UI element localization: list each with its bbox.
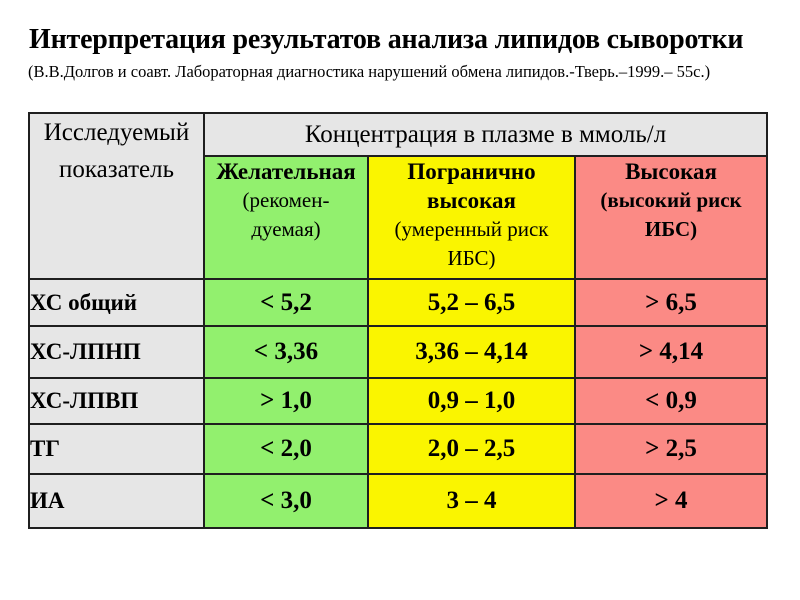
column-header-high-title: Высокая — [625, 159, 717, 184]
row-label: ХС общий — [28, 278, 205, 327]
corner-header-cell: Исследуемый показатель — [28, 112, 205, 280]
value-borderline: 0,9 – 1,0 — [367, 377, 576, 425]
column-header-borderline: Погранично высокая (умеренный риск ИБС) — [367, 155, 576, 280]
column-header-desirable-note-line1: (рекомен- — [242, 188, 330, 212]
column-header-desirable: Желательная (рекомен- дуемая) — [203, 155, 369, 280]
table-row-hdl: ХС-ЛПВП > 1,0 0,9 – 1,0 < 0,9 — [28, 377, 769, 425]
value-high: < 0,9 — [573, 377, 769, 425]
column-header-borderline-note-line2: ИБС) — [447, 246, 496, 270]
column-header-borderline-title-line1: Погранично — [407, 159, 536, 184]
corner-header-line1: Исследуемый — [43, 119, 190, 146]
value-borderline: 3,36 – 4,14 — [367, 325, 576, 379]
value-desirable: < 2,0 — [203, 423, 369, 475]
row-label: ТГ — [28, 423, 205, 475]
value-borderline: 5,2 – 6,5 — [367, 278, 576, 327]
value-desirable: > 1,0 — [203, 377, 369, 425]
table-row-total-cholesterol: ХС общий < 5,2 5,2 – 6,5 > 6,5 — [28, 278, 769, 327]
value-high: > 6,5 — [573, 278, 769, 327]
column-header-borderline-note-line1: (умеренный риск — [394, 217, 549, 241]
value-desirable: < 3,36 — [203, 325, 369, 379]
column-header-row: Желательная (рекомен- дуемая) Погранично… — [29, 155, 769, 280]
slide-subtitle: (В.В.Долгов и соавт. Лабораторная диагно… — [28, 62, 711, 81]
value-borderline: 2,0 – 2,5 — [367, 423, 576, 475]
column-header-desirable-note-line2: дуемая) — [251, 217, 321, 241]
row-label: ХС-ЛПВП — [28, 377, 205, 425]
value-high: > 2,5 — [573, 423, 769, 475]
table-row-ldl: ХС-ЛПНП < 3,36 3,36 – 4,14 > 4,14 — [28, 325, 769, 379]
row-label: ИА — [28, 473, 205, 529]
column-header-high-note-line2: ИБС) — [644, 217, 698, 241]
column-header-desirable-title: Желательная — [216, 159, 356, 184]
value-borderline: 3 – 4 — [367, 473, 576, 529]
value-high: > 4 — [573, 473, 769, 529]
lipid-results-table: Исследуемый показатель Концентрация в пл… — [28, 112, 769, 529]
value-desirable: < 5,2 — [203, 278, 369, 327]
table-row-triglycerides: ТГ < 2,0 2,0 – 2,5 > 2,5 — [28, 423, 769, 475]
corner-header-line2: показатель — [59, 156, 174, 183]
column-header-high-note-line1: (высокий риск — [600, 188, 742, 212]
table-row-atherogenic-index: ИА < 3,0 3 – 4 > 4 — [28, 473, 769, 529]
column-header-high: Высокая (высокий риск ИБС) — [573, 155, 769, 280]
value-desirable: < 3,0 — [203, 473, 369, 529]
row-label: ХС-ЛПНП — [28, 325, 205, 379]
slide-title: Интерпретация результатов анализа липидо… — [29, 24, 744, 55]
value-high: > 4,14 — [573, 325, 769, 379]
group-header-cell: Концентрация в плазме в ммоль/л — [202, 112, 769, 157]
column-header-borderline-title-line2: высокая — [427, 188, 516, 213]
group-header-row: Исследуемый показатель Концентрация в пл… — [28, 112, 769, 280]
